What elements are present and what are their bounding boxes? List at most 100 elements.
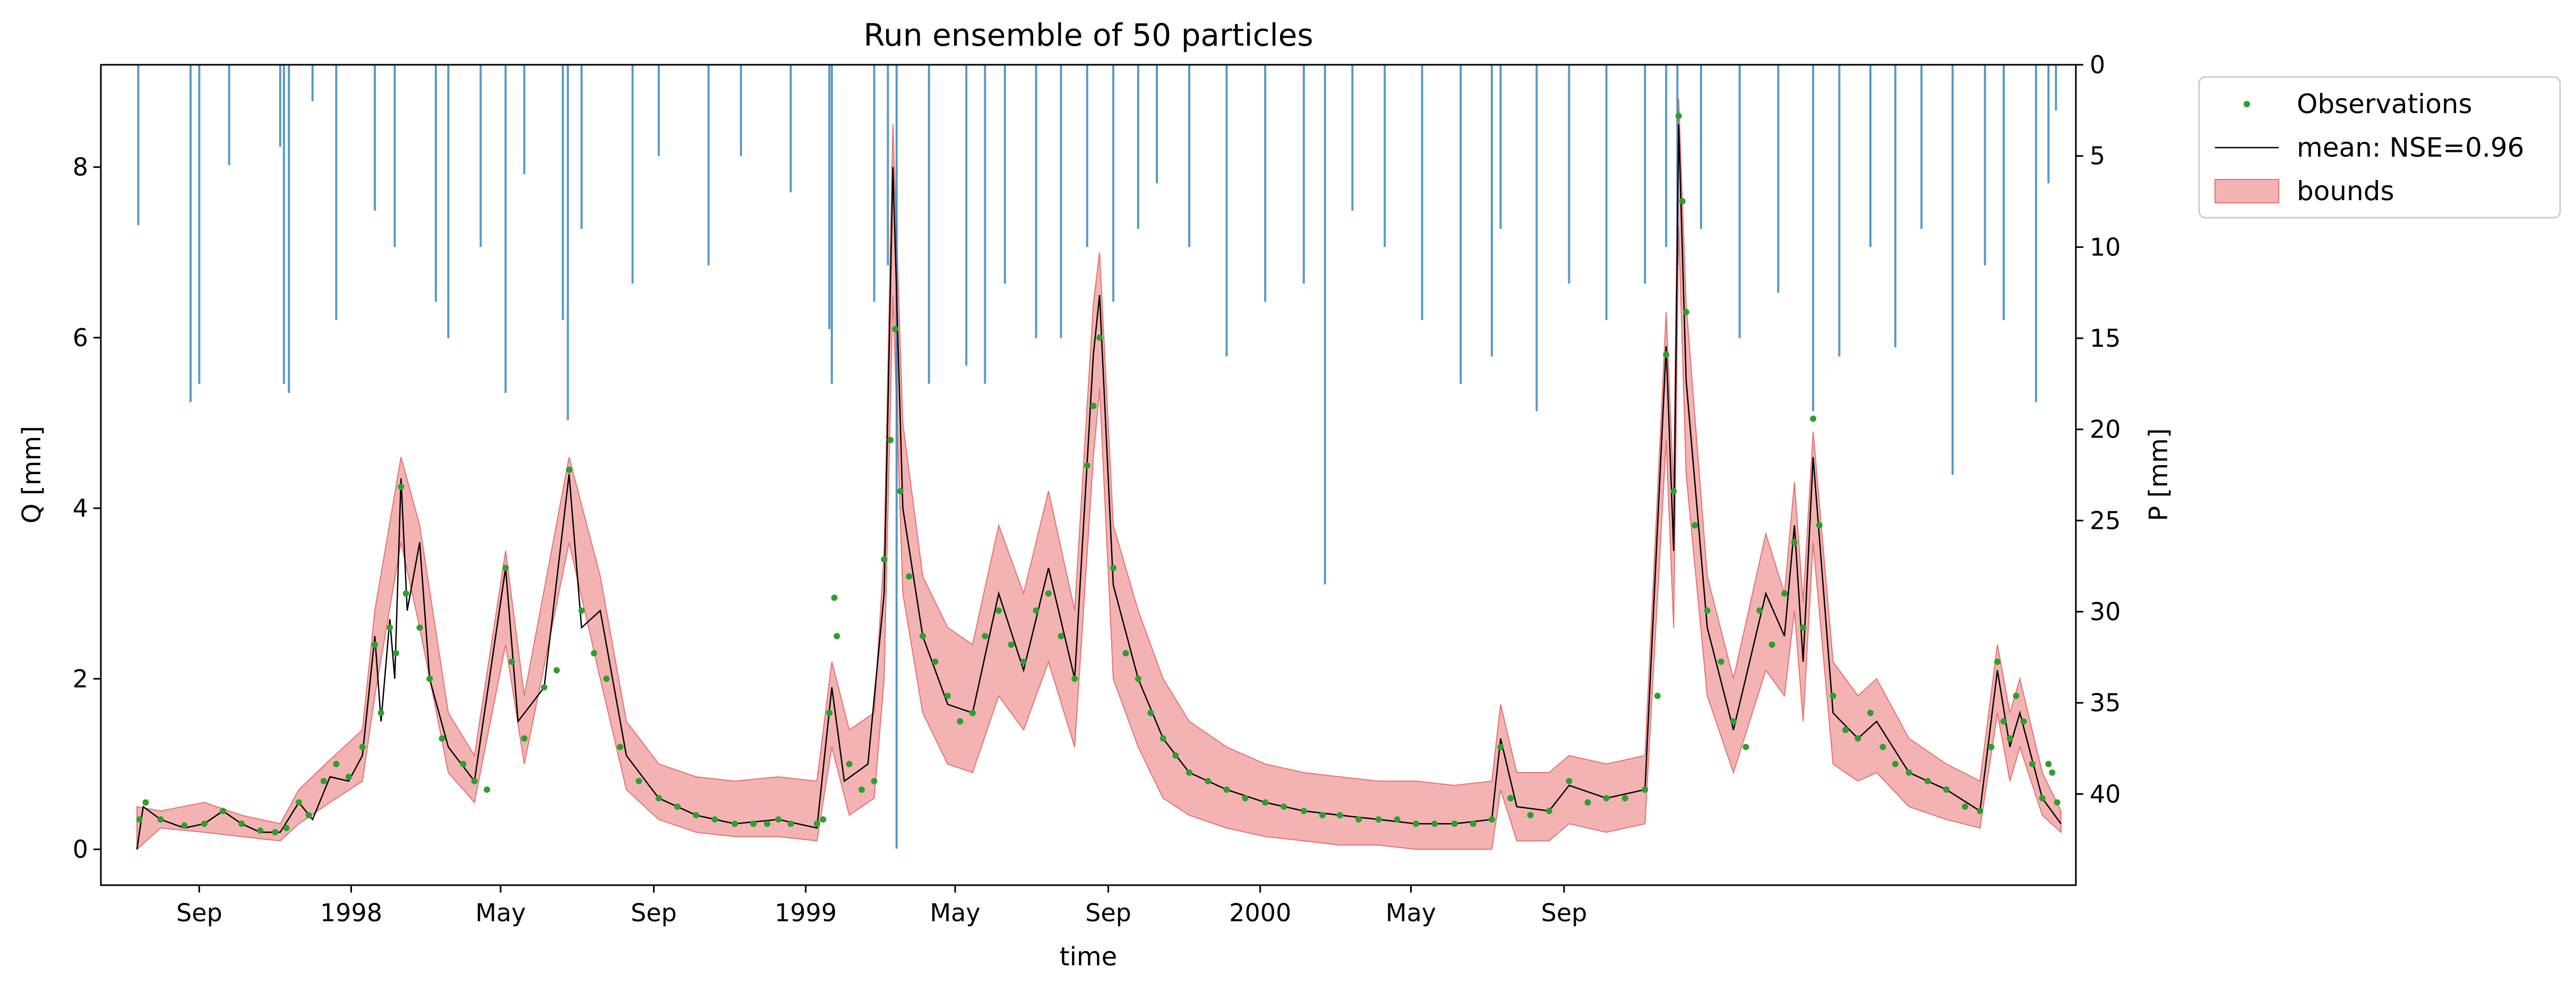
x-tick-label-9: Sep xyxy=(1541,898,1587,927)
observation-point-76 xyxy=(1096,334,1103,341)
precip-bar-28 xyxy=(895,65,898,849)
observation-point-71 xyxy=(1045,590,1052,597)
observation-point-19 xyxy=(392,650,399,657)
observation-point-17 xyxy=(377,709,384,716)
observation-point-44 xyxy=(750,820,757,827)
observation-point-91 xyxy=(1336,812,1343,819)
observation-point-24 xyxy=(439,735,445,742)
x-tick-label-4: 1999 xyxy=(775,898,837,927)
precip-bar-52 xyxy=(1605,65,1608,320)
x-axis-label: time xyxy=(1060,942,1117,972)
observation-point-65 xyxy=(969,709,976,716)
observation-point-1 xyxy=(142,799,149,806)
observation-point-137 xyxy=(1977,808,1983,815)
observation-point-2 xyxy=(157,816,164,823)
precip-bar-60 xyxy=(1838,65,1841,357)
observation-point-127 xyxy=(1830,692,1836,699)
observation-point-66 xyxy=(982,633,989,639)
precip-bar-66 xyxy=(2003,65,2005,320)
precip-bar-57 xyxy=(1738,65,1741,338)
precip-bar-31 xyxy=(984,65,986,384)
y-right-tick-label-6: 30 xyxy=(2090,597,2121,626)
legend-bounds-label: bounds xyxy=(2297,176,2394,207)
observation-point-21 xyxy=(402,590,409,597)
observation-point-138 xyxy=(1988,743,1995,750)
observation-point-117 xyxy=(1718,658,1724,665)
observation-point-40 xyxy=(674,803,681,810)
observation-point-52 xyxy=(834,633,840,639)
x-tick-label-8: May xyxy=(1386,898,1436,927)
x-tick-label-7: 2000 xyxy=(1229,898,1291,927)
bounds-band-group xyxy=(136,99,2062,851)
precip-bar-51 xyxy=(1568,65,1570,284)
y-right-tick-label-4: 20 xyxy=(2090,415,2121,444)
observation-point-79 xyxy=(1135,675,1141,682)
observation-point-132 xyxy=(1892,760,1899,767)
x-tick-label-5: May xyxy=(930,898,980,927)
observation-point-128 xyxy=(1842,726,1849,733)
precip-bar-40 xyxy=(1225,65,1228,357)
bounds-band xyxy=(136,99,2062,851)
observation-point-130 xyxy=(1867,709,1874,716)
precip-bar-18 xyxy=(580,65,583,229)
precip-bar-53 xyxy=(1644,65,1646,284)
observation-point-136 xyxy=(1962,803,1969,810)
observation-point-42 xyxy=(711,816,718,823)
observation-point-11 xyxy=(305,812,312,819)
observation-point-9 xyxy=(283,825,290,832)
observation-point-55 xyxy=(871,778,878,785)
observation-point-96 xyxy=(1431,820,1438,827)
precip-bar-16 xyxy=(562,65,564,320)
x-tick-label-2: May xyxy=(475,898,526,927)
precip-bar-59 xyxy=(1812,65,1815,412)
observation-point-0 xyxy=(136,816,143,823)
observation-point-133 xyxy=(1905,769,1912,776)
observation-point-135 xyxy=(1943,786,1950,793)
precip-bar-17 xyxy=(566,65,569,421)
precip-bar-45 xyxy=(1384,65,1386,247)
observation-point-144 xyxy=(2029,760,2036,767)
precip-bar-2 xyxy=(198,65,201,384)
observation-point-98 xyxy=(1470,820,1476,827)
precip-bar-0 xyxy=(137,65,140,226)
observation-point-63 xyxy=(944,692,951,699)
legend-mean-label: mean: NSE=0.96 xyxy=(2297,132,2525,163)
observation-point-64 xyxy=(957,718,964,725)
observation-point-112 xyxy=(1675,113,1682,119)
observation-point-50 xyxy=(826,709,833,716)
precipitation-bars-group xyxy=(137,65,2057,849)
observation-point-33 xyxy=(565,466,572,473)
y-right-tick-label-2: 10 xyxy=(2090,233,2121,261)
observation-point-105 xyxy=(1584,799,1591,806)
plot-frame xyxy=(100,64,2077,886)
observation-point-30 xyxy=(521,735,528,742)
observation-point-143 xyxy=(2020,718,2027,725)
precip-bar-7 xyxy=(311,65,314,101)
y-right-tick-label-1: 5 xyxy=(2090,142,2105,170)
precip-bar-34 xyxy=(1060,65,1062,338)
observation-point-109 xyxy=(1654,692,1661,699)
observation-point-100 xyxy=(1497,743,1504,750)
legend: Observations mean: NSE=0.96 bounds xyxy=(2198,76,2561,219)
y-right-tick-label-5: 25 xyxy=(2090,506,2121,535)
observation-point-58 xyxy=(892,325,899,332)
precip-bar-4 xyxy=(279,65,281,147)
observation-point-48 xyxy=(813,820,820,827)
observation-point-14 xyxy=(345,774,352,780)
legend-frame xyxy=(2198,76,2561,219)
observation-point-35 xyxy=(590,650,597,657)
precip-bar-39 xyxy=(1188,65,1190,247)
observation-point-115 xyxy=(1691,522,1698,529)
observation-point-104 xyxy=(1566,778,1573,785)
observation-point-81 xyxy=(1160,735,1166,742)
precip-bar-38 xyxy=(1156,65,1158,184)
y-tick-label-4: 8 xyxy=(73,153,88,182)
precip-bar-56 xyxy=(1700,65,1702,229)
observation-point-72 xyxy=(1058,633,1064,639)
observation-point-18 xyxy=(387,624,393,631)
observation-point-142 xyxy=(2013,692,2020,699)
observation-point-134 xyxy=(1924,778,1931,785)
precip-bar-14 xyxy=(504,65,507,393)
observation-point-28 xyxy=(502,564,509,571)
observation-point-131 xyxy=(1879,743,1886,750)
